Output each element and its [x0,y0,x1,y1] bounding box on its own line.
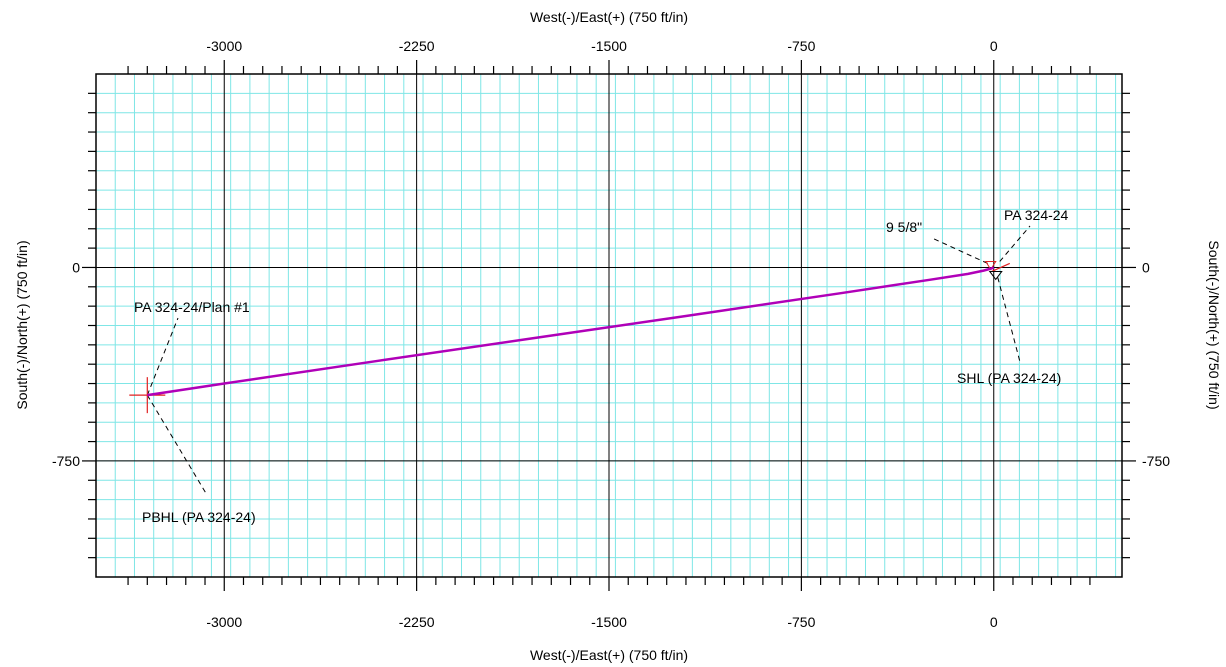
wellpath-line [147,266,995,397]
shl-label: SHL (PA 324-24) [957,370,1061,386]
x-tick-label-bottom: -750 [787,614,815,630]
y-tick-label-right: 0 [1142,259,1150,275]
well-name-label: PA 324-24 [1004,207,1069,223]
casing-marker [984,260,997,271]
plan-leader [146,317,179,396]
x-tick-label-top: -2250 [399,38,435,54]
x-axis-title-top: West(-)/East(+) (750 ft/in) [530,9,688,25]
x-tick-label-bottom: -1500 [591,614,627,630]
y-tick-label-left: 0 [72,259,80,275]
axis-tick-labels: -3000 -3000 -2250 -2250 -1500 -1500 -750 -750 0 0… [52,38,1170,630]
shl-leader [997,277,1021,363]
shl-marker [988,270,1003,281]
pbhl-label: PBHL (PA 324-24) [142,509,256,525]
y-axis-title-right: South(-)/North(+) (750 ft/in) [1206,240,1222,409]
x-tick-label-bottom: 0 [990,614,998,630]
major-grid [96,74,1122,577]
x-axis-title-bottom: West(-)/East(+) (750 ft/in) [530,647,688,663]
plan-label: PA 324-24/Plan #1 [134,299,250,315]
y-tick-label-right: -750 [1142,453,1170,469]
casing-label: 9 5/8" [886,219,922,235]
annotation-leaders [146,225,1031,496]
x-tick-label-bottom: -3000 [206,614,242,630]
casing-leader [931,237,988,264]
axis-ticks [82,60,1136,591]
x-tick-label-bottom: -2250 [399,614,435,630]
y-tick-label-left: -750 [52,453,80,469]
pbhl-leader [146,394,208,496]
x-tick-label-top: 0 [990,38,998,54]
y-axis-title-left: South(-)/North(+) (750 ft/in) [14,240,30,409]
x-tick-label-top: -750 [787,38,815,54]
well-marker [991,262,1010,273]
x-tick-label-top: -1500 [591,38,627,54]
well-name-leader [999,225,1031,262]
well-markers [129,260,1010,414]
x-tick-label-top: -3000 [206,38,242,54]
